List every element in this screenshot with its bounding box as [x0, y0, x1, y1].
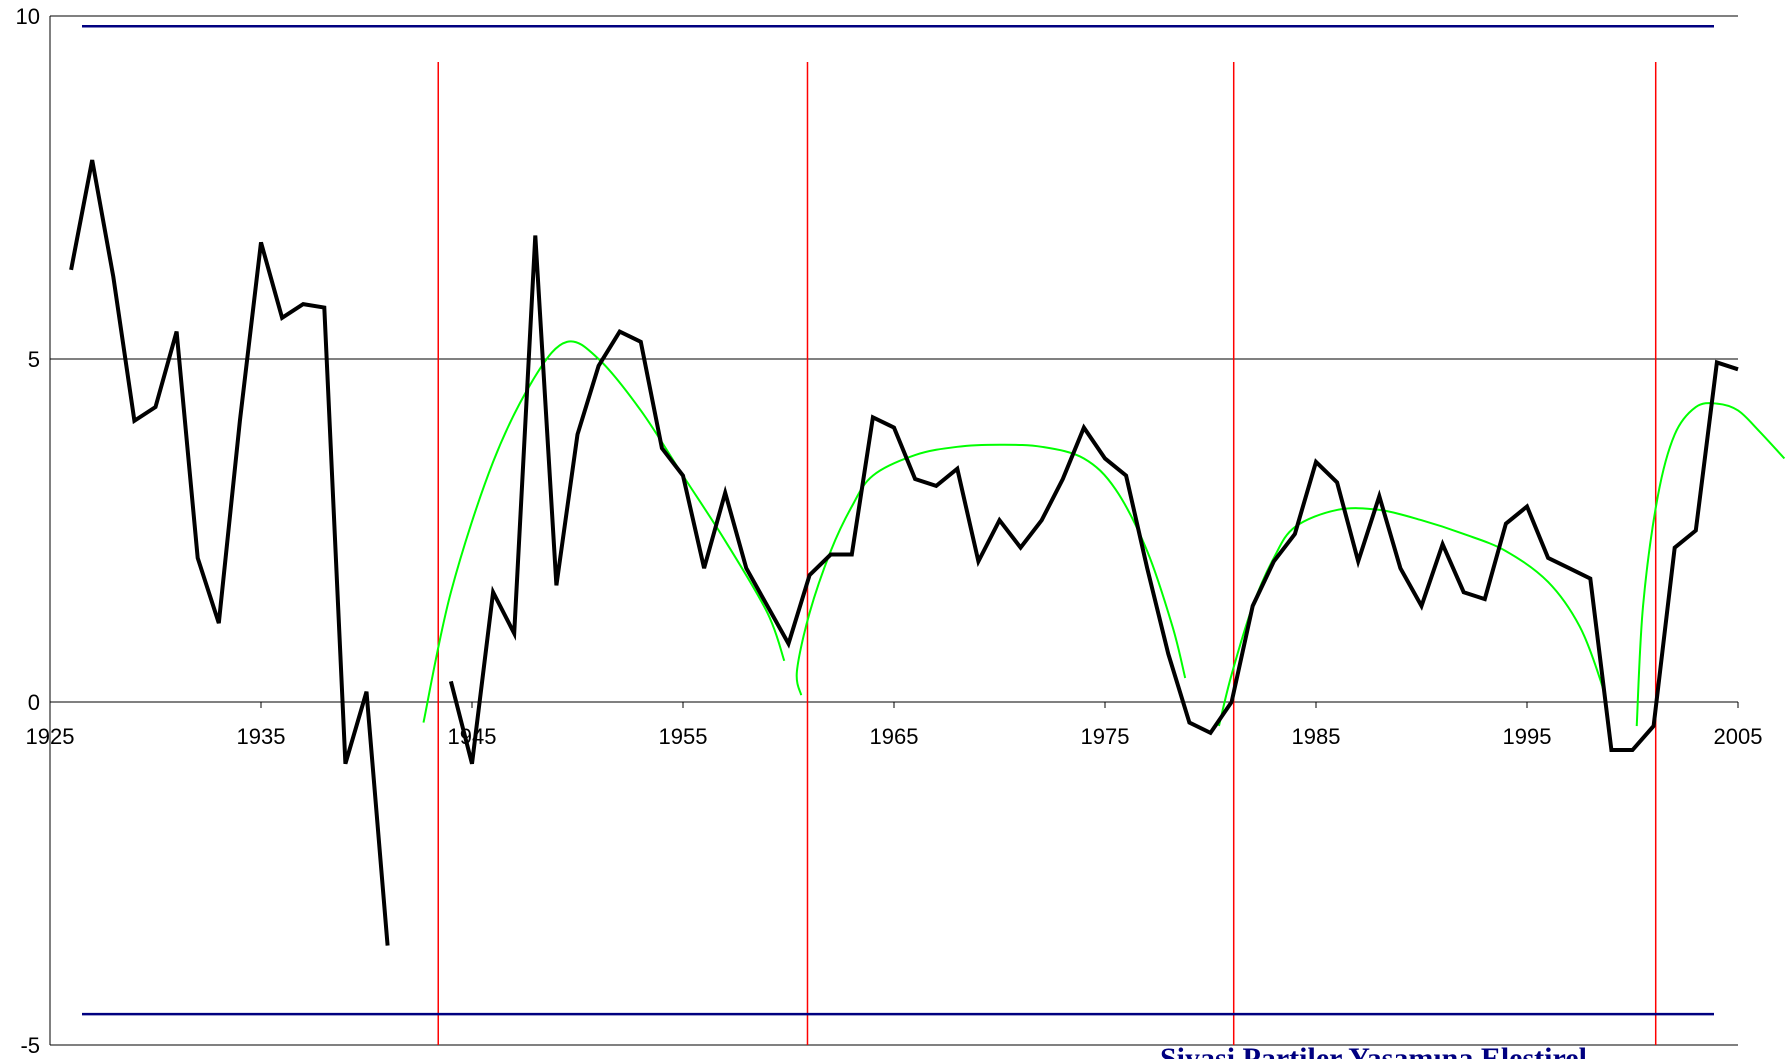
x-tick-label: 1975 [1081, 724, 1130, 749]
data-series [69, 159, 1739, 946]
x-tick-label: 1945 [448, 724, 497, 749]
y-tick-label: 0 [28, 690, 40, 715]
data-series-line-1 [69, 159, 390, 946]
regime-divider-lines [437, 62, 1657, 1045]
y-tick-label: 5 [28, 347, 40, 372]
y-tick-label: 10 [16, 4, 40, 29]
y-tick-label: -5 [20, 1033, 40, 1058]
footer-annotation: Siyasi Partiler Yaşamına Eleştirel [1160, 1042, 1587, 1059]
trend-curve-4 [1635, 402, 1786, 727]
x-tick-label: 1985 [1292, 724, 1341, 749]
x-axis-tick-labels: 1925 1935 1945 1955 1965 1975 1985 1995 2005 [26, 724, 1763, 749]
x-tick-label: 1925 [26, 724, 75, 749]
gridlines [49, 15, 1739, 1046]
trend-curves [422, 340, 1786, 727]
data-series-line-2 [448, 235, 1739, 765]
reference-lines [82, 25, 1714, 1016]
x-tick-label: 1965 [870, 724, 919, 749]
trend-curve-1 [422, 340, 786, 723]
x-tick-label: 2005 [1714, 724, 1763, 749]
x-tick-label: 1955 [659, 724, 708, 749]
x-tick-label: 1995 [1503, 724, 1552, 749]
x-tick-label: 1935 [237, 724, 286, 749]
trend-curve-3 [1217, 507, 1609, 727]
y-axis-tick-labels: 10 5 0 -5 [16, 4, 40, 1058]
